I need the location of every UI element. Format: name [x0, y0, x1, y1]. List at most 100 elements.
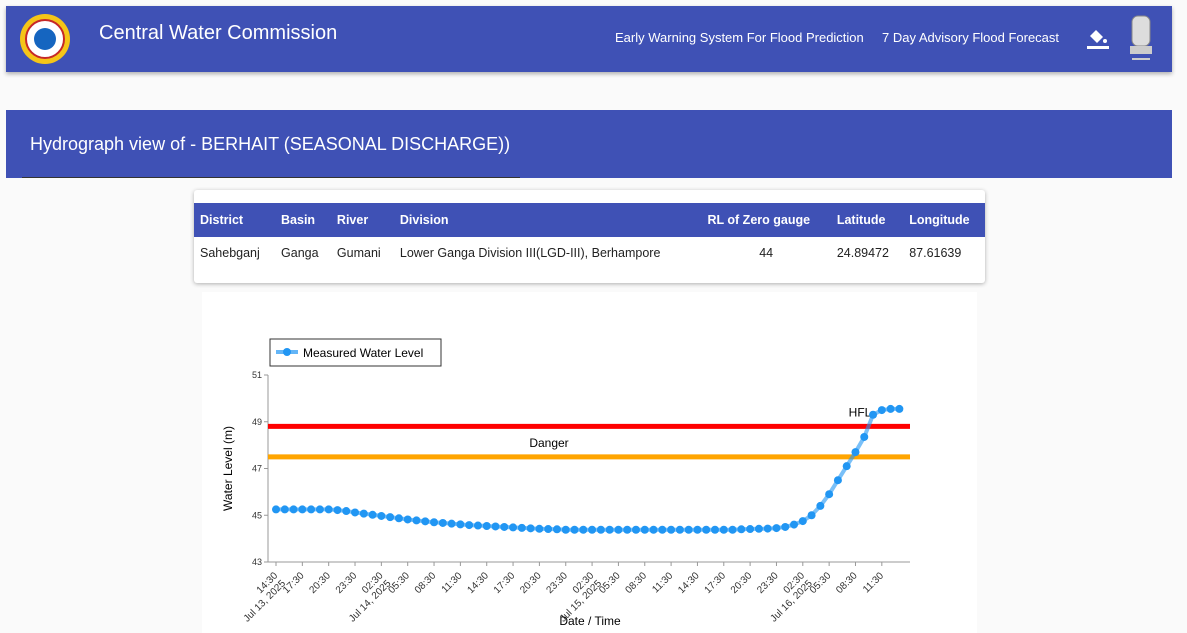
data-point: [781, 522, 790, 531]
data-point: [588, 525, 597, 534]
nav-link[interactable]: Early Warning System For Flood Predictio…: [615, 30, 864, 45]
data-point: [763, 524, 772, 533]
data-point: [552, 525, 561, 534]
data-point: [298, 505, 307, 514]
x-tick-label: 05:30: [808, 570, 834, 596]
data-point: [737, 525, 746, 534]
data-point: [377, 511, 386, 520]
x-tick-group: 20:30: [729, 570, 755, 596]
x-tick-group: 14:30: [465, 570, 491, 596]
x-tick-group: 17:30: [703, 570, 729, 596]
data-point: [807, 511, 816, 520]
y-tick-label: 45: [252, 510, 262, 520]
data-point: [658, 525, 667, 534]
data-point: [351, 508, 360, 517]
data-point: [509, 523, 518, 532]
data-row: Sahebganj Ganga Gumani Lower Ganga Division…: [194, 237, 985, 269]
data-point: [754, 524, 763, 533]
data-point: [368, 510, 377, 519]
title-band: Hydrograph view of - BERHAIT (SEASONAL D…: [6, 110, 1172, 178]
x-tick-group: 17:30: [492, 570, 518, 596]
data-point: [412, 516, 421, 525]
cell: 24.89472: [836, 246, 889, 260]
x-tick-label: 20:30: [307, 570, 333, 596]
data-point: [570, 525, 579, 534]
data-point: [517, 523, 526, 532]
x-tick-group: 23:30: [545, 570, 571, 596]
x-tick-label: 17:30: [281, 570, 307, 596]
data-point: [280, 505, 289, 514]
x-tick-label: 08:30: [834, 570, 860, 596]
x-tick-label: 23:30: [334, 570, 360, 596]
x-tick-group: 05:30: [597, 570, 623, 596]
legend-label: Measured Water Level: [303, 346, 423, 360]
cell: 44: [759, 246, 774, 260]
data-point: [728, 525, 737, 534]
data-point: [386, 513, 395, 522]
x-tick-group: 08:30: [624, 570, 650, 596]
data-point: [895, 404, 904, 413]
cell: 87.61639: [909, 246, 962, 260]
cell: Ganga: [281, 246, 319, 260]
data-point: [456, 520, 465, 529]
data-point: [623, 525, 632, 534]
data-point: [667, 525, 676, 534]
data-point: [307, 505, 316, 514]
x-tick-group: 23:30: [755, 570, 781, 596]
data-point: [833, 476, 842, 485]
station-card: District Basin River Division RL of Zero gau…: [194, 190, 985, 283]
x-tick-label: 23:30: [755, 570, 781, 596]
x-tick-group: 20:30: [518, 570, 544, 596]
data-point: [500, 522, 509, 531]
y-tick-label: 49: [252, 417, 262, 427]
data-point: [605, 525, 614, 534]
data-point: [535, 524, 544, 533]
x-tick-group: 05:30: [808, 570, 834, 596]
column-header: District: [194, 203, 276, 237]
data-point: [403, 515, 412, 524]
data-point: [816, 501, 825, 510]
x-tick-group: 11:30: [861, 570, 886, 595]
page-title: Hydrograph view of - BERHAIT (SEASONAL D…: [30, 134, 511, 154]
data-point: [746, 525, 755, 534]
data-point: [561, 525, 570, 534]
data-point: [851, 448, 860, 457]
x-tick-label: 20:30: [729, 570, 755, 596]
x-tick-group: 20:30: [307, 570, 333, 596]
x-tick-group: 11:30: [650, 570, 675, 595]
y-tick-label: 51: [252, 370, 262, 380]
data-point: [482, 522, 491, 531]
data-point: [421, 517, 430, 526]
data-point: [649, 525, 658, 534]
header-row: District Basin River Division RL of Zero gau…: [194, 203, 985, 237]
x-tick-label: 11:30: [650, 570, 675, 595]
data-point: [719, 525, 728, 534]
station-table: District Basin River Division RL of Zero gau…: [194, 203, 985, 269]
data-point: [342, 507, 351, 516]
data-point: [526, 524, 535, 533]
y-tick-label: 43: [252, 557, 262, 567]
x-tick-label: 17:30: [703, 570, 729, 596]
emblem: [1130, 15, 1152, 60]
logo[interactable]: [18, 12, 72, 66]
data-point: [877, 406, 886, 415]
data-point: [465, 521, 474, 530]
column-header: RL of Zero gauge: [701, 203, 831, 237]
column-header: Longitude: [903, 203, 985, 237]
data-point: [631, 525, 640, 534]
column-header: Division: [393, 203, 702, 237]
y-axis-title: Water Level (m): [221, 426, 235, 511]
reference-label: Danger: [529, 436, 568, 450]
data-point: [711, 525, 719, 534]
nav-link[interactable]: 7 Day Advisory Flood Forecast: [882, 30, 1060, 45]
legend-box: [269, 338, 442, 367]
column-header: Latitude: [830, 203, 904, 237]
x-tick-group: 17:30: [281, 570, 307, 596]
x-tick-group: 23:30: [334, 570, 360, 596]
data-point: [702, 525, 711, 534]
theme-icon[interactable]: [1086, 26, 1110, 50]
data-point: [324, 505, 333, 514]
